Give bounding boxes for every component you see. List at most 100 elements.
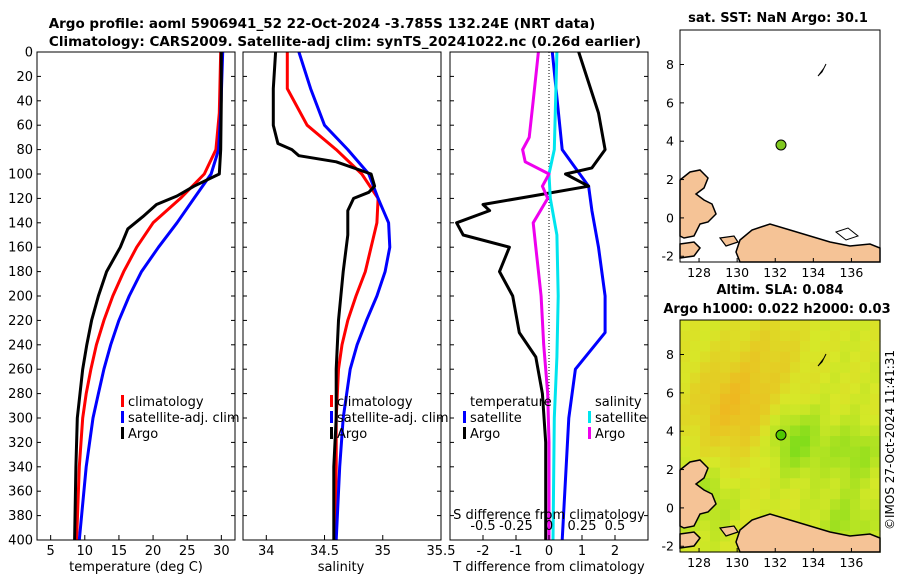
difference-legend-temperature: temperature satellite Argo [463, 395, 552, 442]
sla-cell [710, 457, 721, 469]
sla-cell [860, 509, 871, 521]
sla-cell [760, 446, 771, 458]
sla-cell [790, 341, 801, 353]
sla-cell [810, 383, 821, 395]
sla-cell [780, 320, 791, 332]
sla-cell [850, 457, 861, 469]
sla-cell [740, 351, 751, 363]
sla-cell [870, 520, 881, 532]
sla-cell [770, 425, 781, 437]
sla-cell [840, 341, 851, 353]
sla-cell [700, 446, 711, 458]
sla-cell [740, 404, 751, 416]
sla-cell [690, 425, 701, 437]
sla-cell [790, 457, 801, 469]
legend-title-temperature: temperature [470, 395, 552, 410]
sla-cell [730, 457, 741, 469]
sla-cell [750, 362, 761, 374]
sla-map: 128 130 132 134 136 -2 0 2 4 6 8 [662, 319, 881, 570]
sla-cell [820, 520, 831, 532]
sla-cell [870, 351, 881, 363]
sla-cell [860, 425, 871, 437]
y-tick-label: 240 [8, 338, 33, 353]
sla-cell [870, 446, 881, 458]
x-tick-label: -2 [477, 544, 490, 559]
temperature-axes-box [36, 51, 236, 541]
sla-cell [710, 478, 721, 490]
sla-cell [810, 414, 821, 426]
sla-cell [700, 341, 711, 353]
sla-cell [760, 320, 771, 332]
legend-label-argo: Argo [128, 427, 158, 442]
sla-cell [720, 393, 731, 405]
sla-cell [730, 488, 741, 500]
argo-position-marker [775, 429, 787, 441]
sla-cell [840, 383, 851, 395]
sla-cell [690, 351, 701, 363]
land-islands-west [718, 235, 739, 247]
sla-cell [740, 478, 751, 490]
sla-cell [820, 446, 831, 458]
sla-cell [850, 351, 861, 363]
sla-cell [830, 372, 841, 384]
sla-cell [770, 330, 781, 342]
legend-label-satellite: satellite-adj. clim [128, 411, 240, 426]
salinity-axes-box [242, 51, 442, 541]
sla-cell [710, 436, 721, 448]
sla-cell [760, 436, 771, 448]
sla-cell [820, 330, 831, 342]
sla-cell [790, 499, 801, 511]
sla-cell [780, 478, 791, 490]
sla-cell [830, 499, 841, 511]
sla-cell [710, 393, 721, 405]
sla-cell [870, 425, 881, 437]
sla-cell [870, 414, 881, 426]
sla-cell [710, 425, 721, 437]
sla-cell [740, 499, 751, 511]
sla-cell [840, 425, 851, 437]
sla-cell [790, 404, 801, 416]
sla-cell [750, 404, 761, 416]
sla-cell [730, 414, 741, 426]
sla-cell [870, 383, 881, 395]
sla-cell [810, 320, 821, 332]
sla-cell [710, 351, 721, 363]
sla-cell [870, 467, 881, 479]
land-halmahera [679, 169, 717, 239]
sla-cell [750, 330, 761, 342]
sla-cell [870, 457, 881, 469]
sla-cell [800, 509, 811, 521]
sla-cell [700, 436, 711, 448]
sla-cell [740, 362, 751, 374]
sla-cell [850, 372, 861, 384]
sla-cell [790, 509, 801, 521]
temperature-legend: climatology satellite-adj. clim Argo [121, 395, 240, 442]
sla-cell [730, 404, 741, 416]
sla-cell [730, 436, 741, 448]
sla-cell [830, 509, 841, 521]
sla-cell [690, 341, 701, 353]
sla-cell [870, 509, 881, 521]
sla-cell [850, 414, 861, 426]
sla-cell [790, 393, 801, 405]
sla-cell [710, 530, 721, 542]
sla-cell [820, 457, 831, 469]
sla-cell [700, 457, 711, 469]
sla-cell [740, 372, 751, 384]
sla-cell [680, 414, 691, 426]
sla-cell [830, 330, 841, 342]
sla-cell [800, 393, 811, 405]
sla-cell [730, 509, 741, 521]
salinity-legend: climatology satellite-adj. clim Argo [330, 395, 449, 442]
sla-cell [730, 530, 741, 542]
imos-timestamp: ©IMOS 27-Oct-2024 11:41:31 [883, 350, 897, 530]
sla-cell [840, 499, 851, 511]
sla-cell [760, 425, 771, 437]
y-tick-label: 60 [16, 119, 33, 134]
sla-cell [710, 383, 721, 395]
sla-cell [730, 499, 741, 511]
sla-cell [780, 404, 791, 416]
sla-cell [800, 404, 811, 416]
sla-cell [680, 341, 691, 353]
sla-cell [790, 383, 801, 395]
